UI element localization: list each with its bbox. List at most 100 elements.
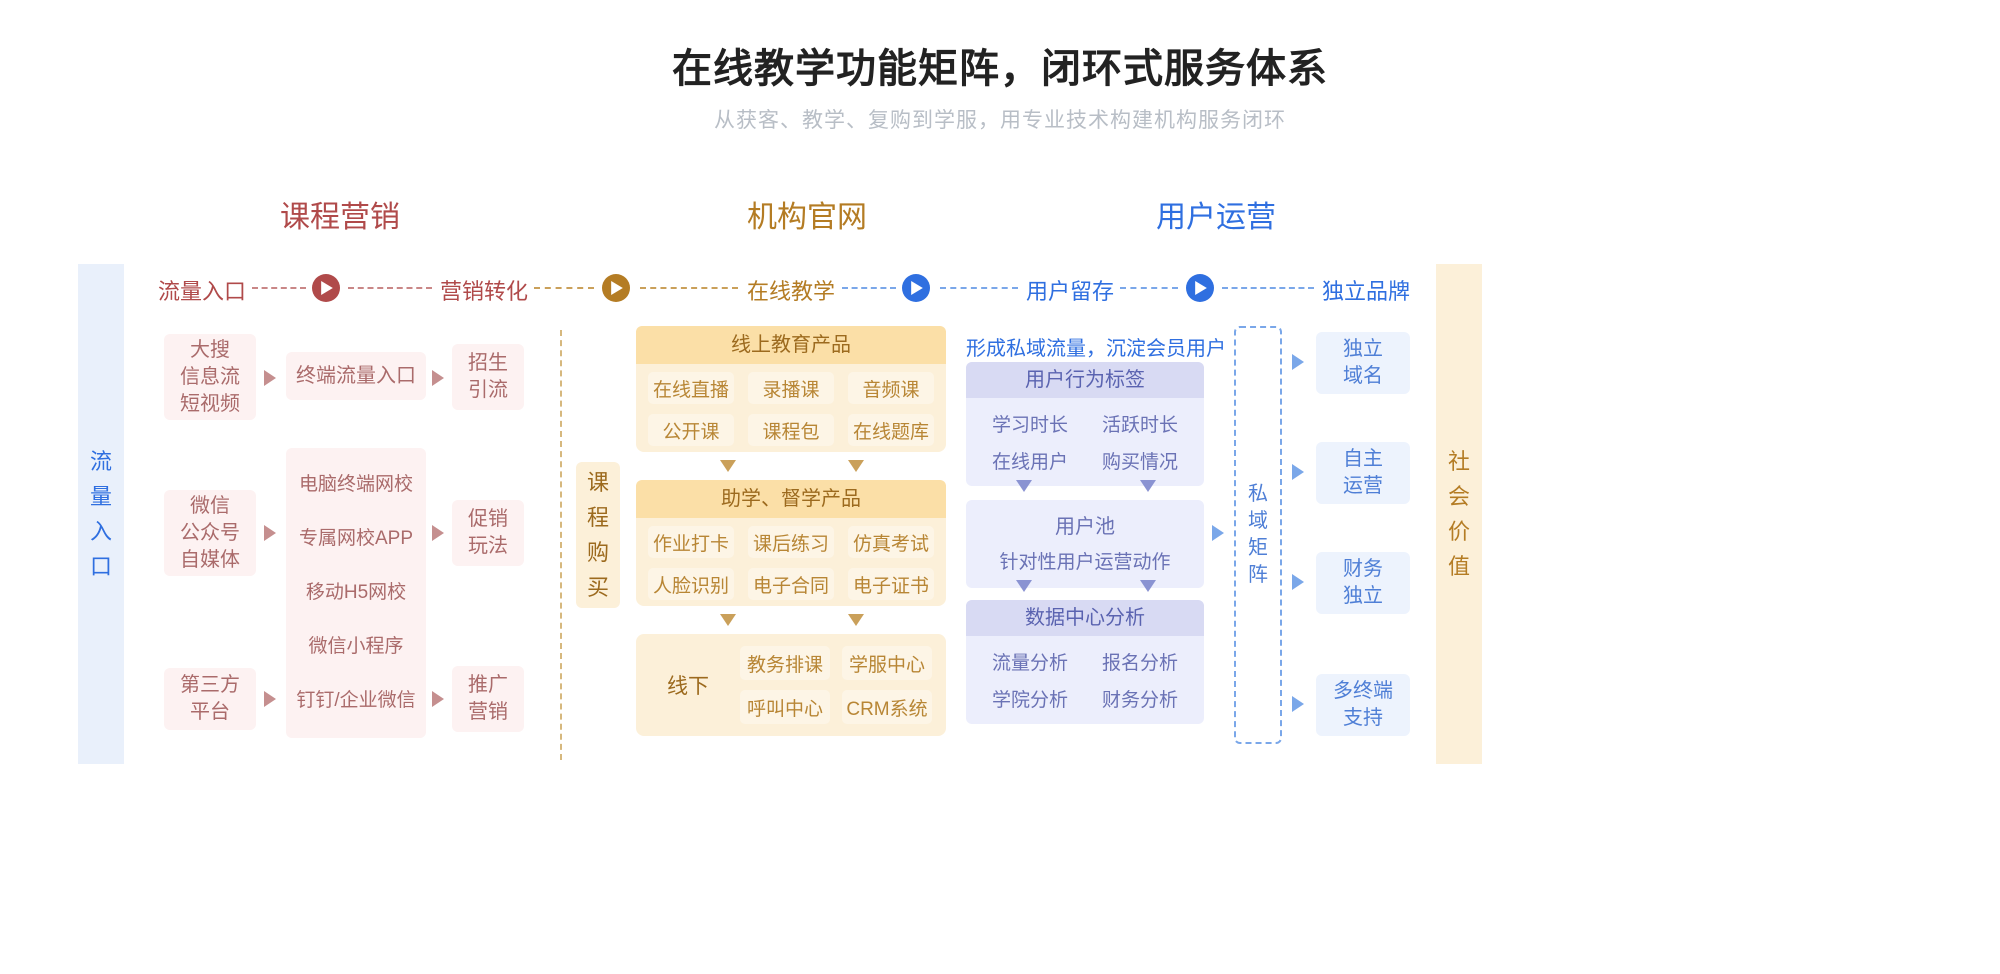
offline-item-1: 学服中心 [842, 646, 932, 680]
mid-bar: 课程购买 [576, 462, 620, 608]
convert-2: 促销玩法 [452, 500, 524, 566]
caret-r-8 [1292, 354, 1306, 370]
terminal-entry: 终端流量入口 [286, 352, 426, 400]
online-item-3: 公开课 [648, 414, 734, 446]
pool-block: 用户池 针对性用户运营动作 [966, 500, 1204, 588]
stage-3: 在线教学 [747, 274, 835, 306]
study-products: 助学、督学产品 作业打卡 课后练习 仿真考试 人脸识别 电子合同 电子证书 [636, 480, 946, 606]
ana-0: 流量分析 [984, 648, 1076, 675]
dash-8 [1222, 287, 1314, 289]
brand-item-0: 独立域名 [1316, 332, 1410, 394]
caret-d-p3 [1016, 580, 1032, 594]
dash-4 [640, 287, 738, 289]
online-item-2: 音频课 [848, 372, 934, 404]
ana-3: 财务分析 [1094, 685, 1186, 712]
analytics-header: 数据中心分析 [966, 600, 1204, 636]
caret-d-p4 [1140, 580, 1156, 594]
convert-3: 推广营销 [452, 666, 524, 732]
study-products-header: 助学、督学产品 [636, 480, 946, 518]
brand-item-1: 自主运营 [1316, 442, 1410, 504]
study-item-5: 电子证书 [848, 568, 934, 600]
online-item-4: 课程包 [748, 414, 834, 446]
online-products-header: 线上教育产品 [636, 326, 946, 364]
caret-r-3 [264, 691, 278, 707]
mid-bar-text: 课程购买 [587, 465, 609, 606]
online-item-1: 录播课 [748, 372, 834, 404]
offline-block: 线下 教务排课 学服中心 呼叫中心 CRM系统 [636, 634, 946, 736]
tag-1: 活跃时长 [1094, 410, 1186, 437]
pool-sub: 针对性用户运营动作 [966, 547, 1204, 574]
analytics-grid: 流量分析 报名分析 学院分析 财务分析 [966, 636, 1204, 724]
tags-header: 用户行为标签 [966, 362, 1204, 398]
play-icon-3 [902, 274, 930, 302]
terminal-item-1: 专属网校APP [299, 526, 413, 552]
right-bar-text: 社会价值 [1448, 444, 1470, 585]
section-marketing: 课程营销 [280, 192, 400, 236]
online-products: 线上教育产品 在线直播 录播课 音频课 公开课 课程包 在线题库 [636, 326, 946, 452]
stage-1: 流量入口 [158, 274, 246, 306]
study-item-0: 作业打卡 [648, 526, 734, 558]
caret-r-4 [432, 370, 446, 386]
caret-d-p2 [1140, 480, 1156, 494]
offline-item-3: CRM系统 [842, 690, 932, 724]
caret-d-o4 [848, 614, 864, 628]
stage-2: 营销转化 [440, 274, 528, 306]
retention-banner: 形成私域流量，沉淀会员用户 [966, 332, 1226, 361]
tag-0: 学习时长 [984, 410, 1076, 437]
caret-r-6 [432, 691, 446, 707]
terminal-list: 电脑终端网校 专属网校APP 移动H5网校 微信小程序 钉钉/企业微信 [286, 448, 426, 738]
dash-6 [940, 287, 1018, 289]
offline-grid: 教务排课 学服中心 呼叫中心 CRM系统 [740, 636, 946, 734]
tag-3: 购买情况 [1094, 447, 1186, 474]
tags-grid: 学习时长 活跃时长 在线用户 购买情况 [966, 398, 1204, 486]
caret-r-5 [432, 525, 446, 541]
caret-d-o1 [720, 460, 736, 474]
terminal-item-0: 电脑终端网校 [299, 472, 413, 498]
left-bar-text: 流量入口 [90, 444, 112, 585]
left-bar: 流量入口 [78, 264, 124, 764]
source-2: 微信公众号自媒体 [164, 490, 256, 576]
terminal-item-2: 移动H5网校 [306, 580, 406, 606]
study-products-grid: 作业打卡 课后练习 仿真考试 人脸识别 电子合同 电子证书 [636, 518, 946, 608]
right-bar: 社会价值 [1436, 264, 1482, 764]
page-subtitle: 从获客、教学、复购到学服，用专业技术构建机构服务闭环 [0, 104, 2000, 134]
brand-bar-text: 私域矩阵 [1248, 481, 1268, 589]
caret-r-2 [264, 525, 278, 541]
caret-d-p1 [1016, 480, 1032, 494]
offline-item-2: 呼叫中心 [740, 690, 830, 724]
analytics-block: 数据中心分析 流量分析 报名分析 学院分析 财务分析 [966, 600, 1204, 724]
dash-2 [348, 287, 432, 289]
tags-block: 用户行为标签 学习时长 活跃时长 在线用户 购买情况 [966, 362, 1204, 486]
dash-7 [1120, 287, 1178, 289]
pool-header: 用户池 [966, 510, 1204, 539]
stage-5: 独立品牌 [1322, 274, 1410, 306]
source-1: 大搜信息流短视频 [164, 334, 256, 420]
source-3: 第三方平台 [164, 668, 256, 730]
terminal-item-4: 钉钉/企业微信 [296, 688, 415, 714]
tag-2: 在线用户 [984, 447, 1076, 474]
dash-1 [252, 287, 306, 289]
study-item-4: 电子合同 [748, 568, 834, 600]
brand-item-2: 财务独立 [1316, 552, 1410, 614]
caret-r-1 [264, 370, 278, 386]
caret-d-o2 [848, 460, 864, 474]
caret-r-7 [1212, 525, 1226, 541]
section-official: 机构官网 [747, 192, 867, 236]
caret-r-10 [1292, 574, 1306, 590]
page-title: 在线教学功能矩阵，闭环式服务体系 [0, 36, 2000, 94]
offline-item-0: 教务排课 [740, 646, 830, 680]
brand-item-3: 多终端支持 [1316, 674, 1410, 736]
play-icon-4 [1186, 274, 1214, 302]
ana-2: 学院分析 [984, 685, 1076, 712]
stage-4: 用户留存 [1026, 274, 1114, 306]
dash-3 [534, 287, 594, 289]
ana-1: 报名分析 [1094, 648, 1186, 675]
vdash-1 [560, 330, 562, 760]
online-item-5: 在线题库 [848, 414, 934, 446]
dash-5 [842, 287, 896, 289]
offline-label: 线下 [636, 670, 740, 700]
online-products-grid: 在线直播 录播课 音频课 公开课 课程包 在线题库 [636, 364, 946, 454]
play-icon-1 [312, 274, 340, 302]
play-icon-2 [602, 274, 630, 302]
brand-bar: 私域矩阵 [1234, 326, 1282, 744]
